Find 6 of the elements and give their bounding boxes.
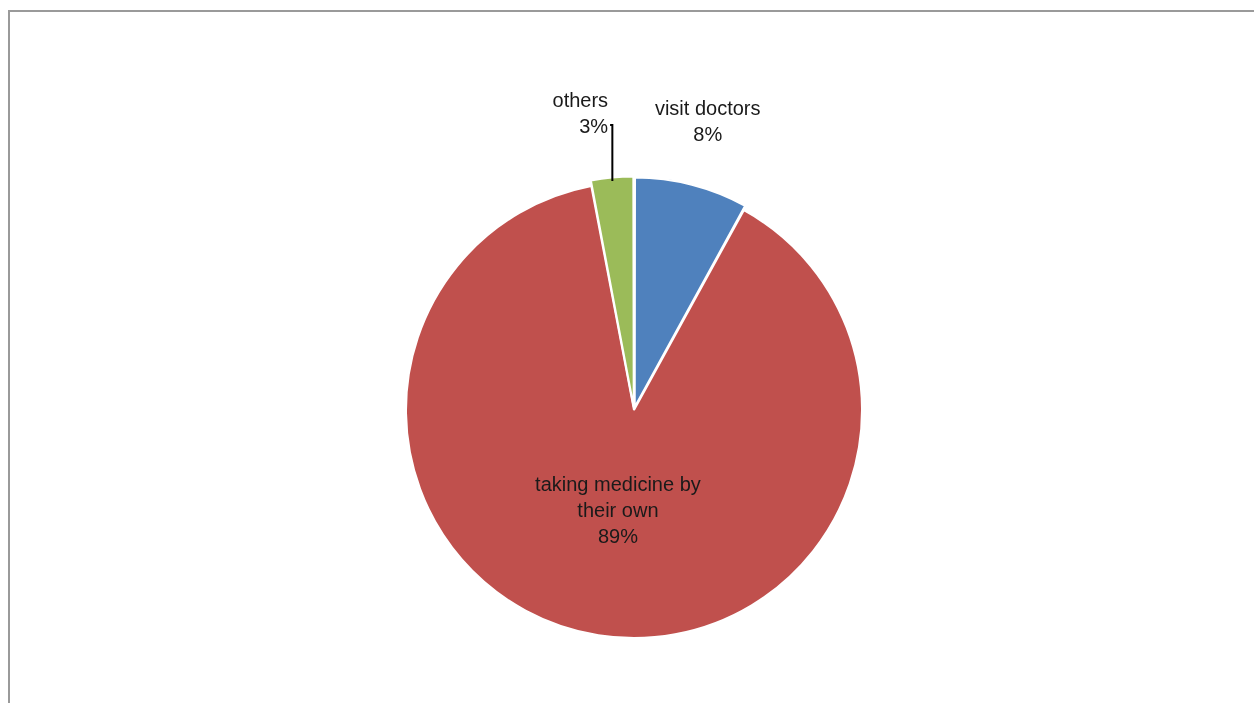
slice-label: taking medicine by their own bbox=[535, 472, 701, 521]
data-label: 3% bbox=[579, 115, 609, 138]
data-label: 89% bbox=[597, 524, 639, 547]
slice-label: others bbox=[552, 89, 609, 112]
slice-label: visit doctors bbox=[654, 97, 761, 120]
data-label: 8% bbox=[693, 123, 723, 146]
